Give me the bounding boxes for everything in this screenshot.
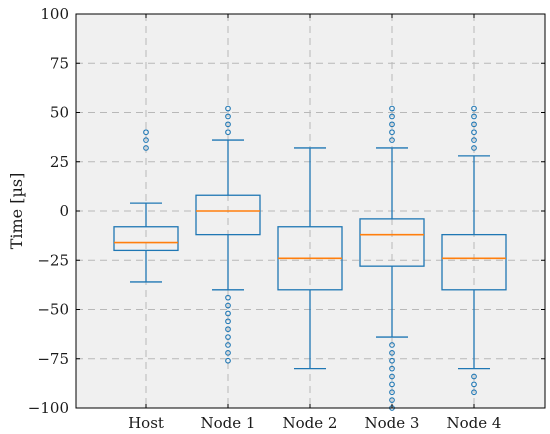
x-tick-label: Host — [128, 414, 164, 432]
outlier-point — [471, 389, 477, 396]
y-tick-label: −75 — [37, 350, 69, 368]
y-tick-label: −50 — [37, 301, 69, 319]
outlier-point — [389, 357, 395, 364]
x-tick-label: Node 4 — [447, 414, 502, 432]
outlier-point — [471, 373, 477, 380]
outlier-point — [389, 389, 395, 396]
box-node-3 — [359, 105, 425, 411]
outlier-point — [143, 137, 149, 143]
outlier-point — [471, 137, 477, 143]
box-host — [113, 129, 179, 283]
outlier-point — [471, 121, 477, 128]
outlier-point — [389, 381, 395, 388]
outlier-point — [471, 381, 477, 388]
box-iqr — [441, 233, 507, 291]
y-tick-label: 25 — [50, 153, 69, 171]
x-axis-ticks: Host Node 1 Node 2 Node 3 Node 4 — [128, 14, 501, 432]
x-tick-label: Node 3 — [365, 414, 420, 432]
outlier-point — [225, 357, 231, 364]
outlier-point — [389, 129, 395, 136]
outlier-point — [389, 349, 395, 356]
outlier-point — [225, 121, 231, 128]
y-tick-label: 100 — [40, 5, 69, 23]
y-tick-label: −25 — [37, 251, 69, 269]
box-node-1 — [195, 105, 261, 364]
outlier-point — [225, 105, 231, 112]
outlier-point — [225, 334, 231, 340]
y-tick-label: 0 — [59, 202, 69, 220]
outlier-point — [389, 342, 395, 348]
y-tick-label: −100 — [28, 399, 69, 417]
outlier-point — [389, 397, 395, 403]
outlier-point — [225, 294, 231, 301]
outlier-point — [389, 105, 395, 112]
y-axis-ticks: 100 75 50 25 0 −25 −50 −75 −100 — [28, 5, 545, 417]
box-iqr — [195, 194, 261, 236]
x-tick-label: Node 1 — [201, 414, 256, 432]
outlier-point — [225, 349, 231, 356]
outlier-point — [389, 373, 395, 380]
outlier-point — [471, 145, 477, 151]
box-iqr — [113, 226, 179, 252]
outlier-point — [143, 145, 149, 151]
outlier-point — [225, 310, 231, 317]
y-tick-label: 75 — [50, 54, 69, 72]
outlier-point — [225, 129, 231, 136]
box-node-4 — [441, 105, 507, 396]
x-tick-label: Node 2 — [283, 414, 338, 432]
outlier-point — [225, 326, 231, 333]
box-iqr — [359, 218, 425, 267]
box-node-2 — [277, 147, 343, 370]
outlier-point — [389, 113, 395, 120]
outlier-point — [225, 113, 231, 120]
outlier-point — [143, 129, 149, 136]
boxes-layer — [113, 105, 507, 411]
outlier-point — [389, 121, 395, 128]
outlier-point — [471, 129, 477, 136]
outlier-point — [389, 365, 395, 372]
y-tick-label: 50 — [50, 104, 69, 122]
outlier-point — [471, 113, 477, 120]
outlier-point — [225, 342, 231, 348]
y-axis-label: Time [µs] — [7, 173, 26, 250]
outlier-point — [471, 105, 477, 112]
outlier-point — [225, 302, 231, 309]
outlier-point — [225, 318, 231, 325]
outlier-point — [389, 137, 395, 143]
